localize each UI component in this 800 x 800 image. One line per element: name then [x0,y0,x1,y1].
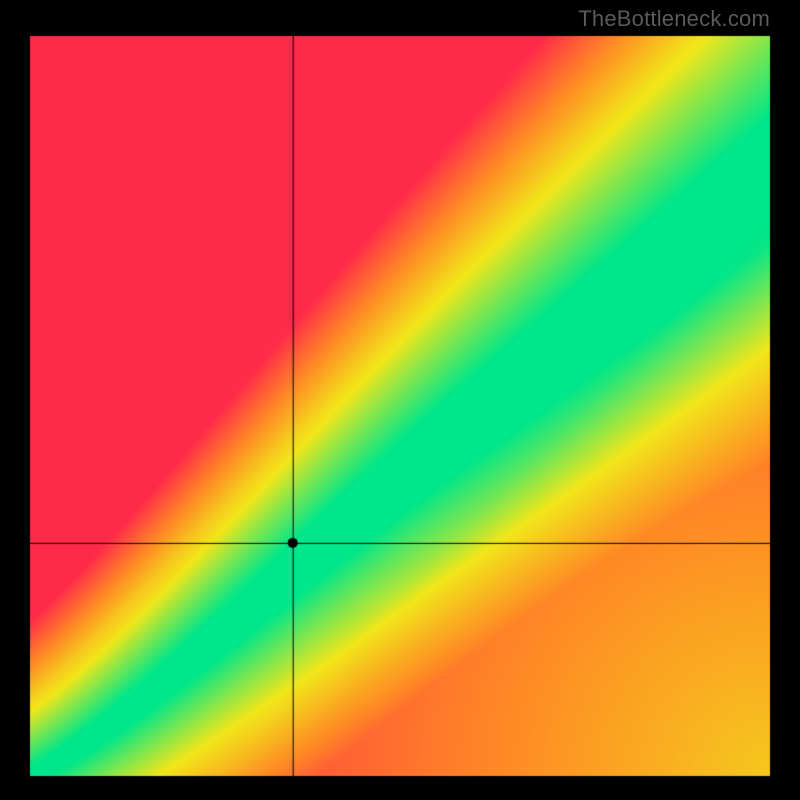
chart-container: TheBottleneck.com [0,0,800,800]
watermark-text: TheBottleneck.com [578,6,770,32]
bottleneck-heatmap [0,0,800,800]
